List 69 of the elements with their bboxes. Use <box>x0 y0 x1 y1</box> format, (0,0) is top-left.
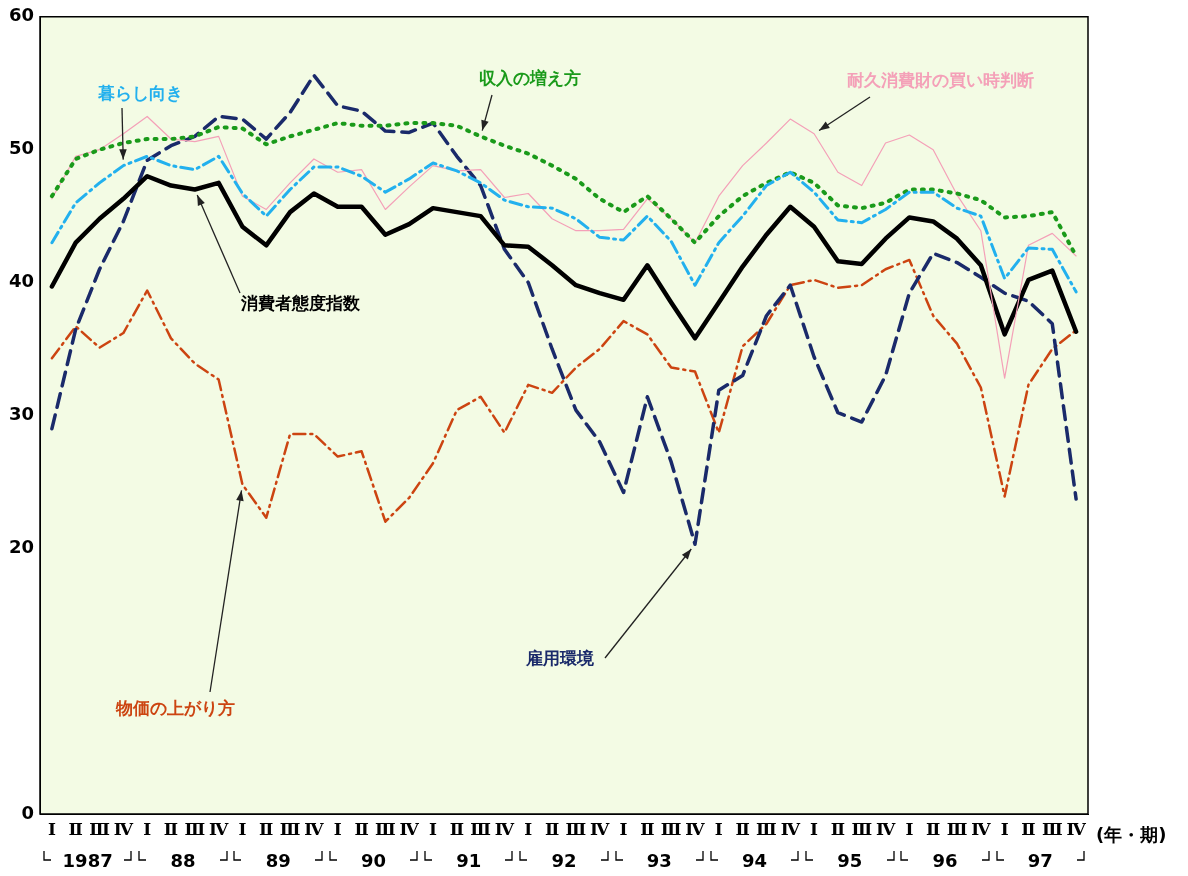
x-tick-label: Ⅳ <box>971 818 992 839</box>
text: 88 <box>170 849 196 871</box>
x-tick-label: Ⅰ <box>524 818 533 839</box>
text: 89 <box>265 849 291 871</box>
x-axis-title: (年・期) <box>1096 823 1167 845</box>
y-tick-label: 60 <box>8 4 34 26</box>
x-tick-label: Ⅲ <box>89 818 110 839</box>
x-tick-label: Ⅳ <box>590 818 611 839</box>
x-tick-label: Ⅱ <box>640 818 655 839</box>
x-tick-label: Ⅳ <box>780 818 801 839</box>
x-tick-label: Ⅱ <box>735 818 750 839</box>
text: 93 <box>646 849 672 871</box>
x-tick-label: Ⅰ <box>333 818 342 839</box>
x-tick-label: Ⅲ <box>946 818 968 839</box>
x-tick-label: Ⅱ <box>926 818 941 839</box>
x-tick-label: Ⅰ <box>714 818 723 839</box>
x-tick-label: Ⅲ <box>565 818 587 839</box>
x-tick-label: Ⅲ <box>1041 818 1063 839</box>
x-tick-label: Ⅰ <box>619 818 628 839</box>
text: 収入の増え方 <box>479 68 581 89</box>
text: 90 <box>360 849 386 871</box>
x-tick-label: Ⅱ <box>830 818 846 839</box>
x-tick-label: Ⅳ <box>1066 818 1087 839</box>
x-tick-label: Ⅲ <box>756 818 777 839</box>
x-tick-label: Ⅲ <box>470 818 491 839</box>
x-tick-label: Ⅳ <box>113 818 134 839</box>
x-tick-label: Ⅲ <box>660 818 682 839</box>
x-tick-label: Ⅱ <box>68 818 83 839</box>
text: 暮らし向き <box>96 83 183 104</box>
x-tick-label: Ⅰ <box>47 818 56 839</box>
x-tick-label: Ⅲ <box>279 818 301 839</box>
text: 97 <box>1027 849 1053 871</box>
y-tick-label: 20 <box>8 535 34 557</box>
x-tick-label: Ⅱ <box>354 818 369 839</box>
text: 耐久消費財の買い時判断 <box>846 70 1034 91</box>
x-tick-label: Ⅱ <box>449 818 464 839</box>
text: 96 <box>932 849 958 871</box>
x-tick-label: Ⅰ <box>238 818 247 839</box>
x-tick-label: Ⅰ <box>810 818 819 839</box>
text: 92 <box>551 849 577 871</box>
x-tick-label: Ⅰ <box>143 818 152 839</box>
x-tick-label: Ⅱ <box>1021 818 1036 839</box>
line-series <box>50 154 1078 294</box>
x-tick-label: Ⅰ <box>429 818 438 839</box>
y-tick-label: 40 <box>8 270 34 292</box>
text: 雇用環境 <box>525 648 594 669</box>
x-tick-label: Ⅳ <box>875 818 896 839</box>
x-tick-label: Ⅲ <box>184 818 206 839</box>
text: 消費者態度指数 <box>239 293 361 314</box>
text: 1987 <box>62 849 113 871</box>
x-tick-label: Ⅰ <box>905 818 914 839</box>
y-tick-label: 0 <box>21 801 34 823</box>
x-tick-label: Ⅳ <box>494 818 515 839</box>
x-tick-label: Ⅱ <box>259 818 274 839</box>
text: 94 <box>742 849 768 871</box>
x-tick-label: Ⅲ <box>375 818 396 839</box>
text: 91 <box>456 849 482 871</box>
x-tick-label: Ⅲ <box>851 818 873 839</box>
x-tick-label: Ⅱ <box>163 818 179 839</box>
y-tick-label: 30 <box>8 403 34 425</box>
x-tick-label: Ⅳ <box>208 818 229 839</box>
text: 95 <box>837 849 863 871</box>
y-tick-label: 50 <box>8 137 34 159</box>
text: 物価の上がり方 <box>114 698 235 719</box>
x-tick-label: Ⅳ <box>304 818 325 839</box>
x-tick-label: Ⅳ <box>399 818 420 839</box>
x-tick-label: Ⅱ <box>544 818 560 839</box>
x-tick-label: Ⅰ <box>1000 818 1009 839</box>
x-tick-label: Ⅳ <box>685 818 706 839</box>
